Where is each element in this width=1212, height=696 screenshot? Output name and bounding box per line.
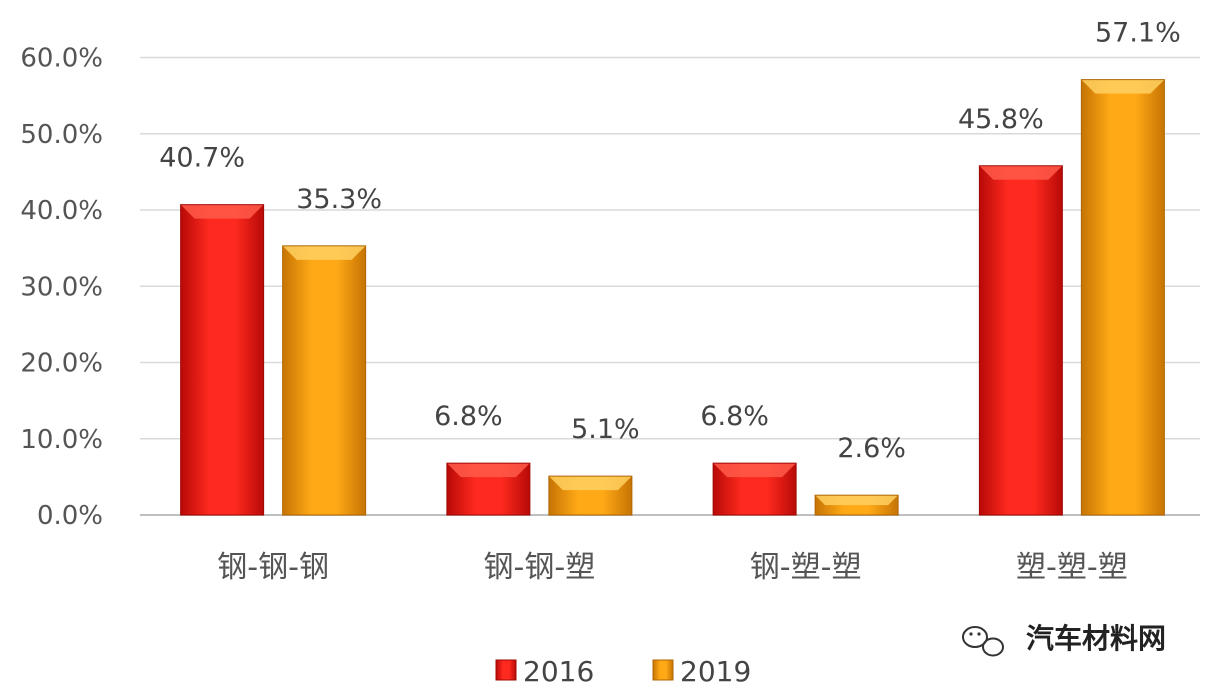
bar-2016 [446, 462, 531, 516]
legend-label: 2019 [680, 655, 751, 688]
category-label: 钢-钢-塑 [484, 550, 596, 585]
data-label: 45.8% [958, 104, 1044, 135]
bar-bevel [548, 476, 632, 491]
data-label: 57.1% [1095, 18, 1181, 49]
data-label: 2.6% [837, 433, 906, 464]
category-label: 钢-塑-塑 [750, 550, 862, 585]
data-label: 5.1% [571, 414, 640, 445]
y-tick-label: 30.0% [20, 272, 103, 302]
data-labels: 40.7% 35.3% 6.8% 5.1% 6.8% 2.6% 45.8% 57.1% [159, 18, 1181, 465]
bar-bevel [180, 204, 264, 219]
bar-outline [548, 475, 633, 516]
bar-outline [1080, 79, 1165, 516]
bar-outline [446, 462, 531, 516]
category-labels: 钢-钢-钢 钢-钢-塑 钢-塑-塑 塑-塑-塑 [217, 550, 1127, 585]
bar-body [979, 165, 1063, 515]
data-label: 40.7% [159, 143, 245, 174]
legend-item-2019: 2019 [652, 655, 751, 688]
y-tick-label: 20.0% [20, 349, 103, 379]
legend-item-2016: 2016 [495, 655, 594, 688]
y-tick-label: 10.0% [20, 425, 103, 455]
bar-body [1081, 79, 1165, 516]
y-axis-ticks: 0.0% 10.0% 20.0% 30.0% 40.0% 50.0% 60.0% [20, 44, 103, 532]
bar-outline [712, 462, 797, 516]
bar-bevel [282, 245, 366, 260]
bar-2016 [978, 165, 1063, 516]
bar-outline [180, 204, 265, 516]
bar-bevel [713, 463, 797, 478]
bar-body [282, 245, 366, 515]
watermark: 汽车材料网 [962, 622, 1166, 657]
bar-2016 [180, 204, 265, 516]
data-label: 6.8% [434, 401, 503, 432]
bar-bevel [446, 463, 530, 478]
bar-bevel [815, 495, 899, 506]
bar-bevel [1081, 79, 1165, 94]
bar-2019 [548, 475, 633, 516]
bar-body [180, 204, 264, 515]
bar-outline [282, 245, 367, 516]
bar-2019 [814, 494, 899, 516]
y-tick-label: 50.0% [20, 120, 103, 150]
bar-2019 [1080, 79, 1165, 516]
data-label: 35.3% [296, 184, 382, 215]
bar-outline [978, 165, 1063, 516]
y-tick-label: 60.0% [20, 44, 103, 74]
bar-2019 [282, 245, 367, 516]
wechat-icon [962, 626, 1004, 657]
bar-2016 [712, 462, 797, 516]
legend-label: 2016 [523, 655, 594, 688]
category-label: 塑-塑-塑 [1016, 550, 1128, 585]
legend: 2016 2019 [495, 655, 751, 688]
bar-outline [814, 494, 899, 516]
category-label: 钢-钢-钢 [217, 550, 329, 585]
y-tick-label: 40.0% [20, 196, 103, 226]
bars [180, 79, 1165, 516]
y-tick-label: 0.0% [37, 501, 103, 531]
bar-bevel [979, 165, 1063, 180]
data-label: 6.8% [700, 401, 769, 432]
watermark-text: 汽车材料网 [1026, 622, 1166, 655]
legend-swatch [495, 659, 517, 681]
legend-swatch [652, 659, 674, 681]
